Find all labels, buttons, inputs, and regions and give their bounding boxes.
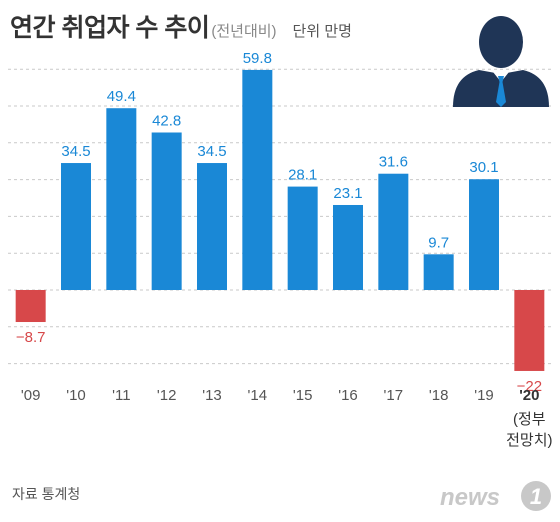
bar <box>197 163 227 290</box>
chart-header: 연간 취업자 수 추이 (전년대비) 단위 만명 <box>10 8 352 44</box>
bar <box>378 173 409 290</box>
tick-label: '10 <box>66 387 86 404</box>
bar <box>469 179 499 290</box>
bars <box>15 69 545 371</box>
bar <box>287 186 318 290</box>
data-label: 49.4 <box>107 88 136 105</box>
data-label: 34.5 <box>197 143 226 160</box>
data-label: 30.1 <box>469 159 498 176</box>
tick-label: '14 <box>248 387 268 404</box>
bar <box>423 254 454 290</box>
tick-label: '12 <box>157 387 177 404</box>
tick-label: '19 <box>474 387 494 404</box>
bar <box>333 204 363 290</box>
tick-label: '15 <box>293 387 313 404</box>
data-label: 31.6 <box>379 154 408 171</box>
chart-unit: 단위 만명 <box>292 23 352 40</box>
logo-text: news <box>440 484 500 511</box>
logo-mark: 1 <box>530 484 542 509</box>
tick-label: '17 <box>384 387 404 404</box>
data-label: 59.8 <box>243 50 272 67</box>
bar <box>61 163 91 290</box>
bar <box>151 132 182 290</box>
data-label: −22 <box>517 378 542 395</box>
data-label: 42.8 <box>152 112 181 129</box>
tick-label: '16 <box>338 387 358 404</box>
bar <box>514 290 545 371</box>
bar <box>15 290 46 323</box>
businessman-icon <box>453 16 549 107</box>
x-tick-labels: '09 '10 '11 '12 '13 '14 '15 '16 '17 '18 '19 '20 (정부전… <box>21 387 553 449</box>
data-label: 34.5 <box>61 143 90 160</box>
tick-label: '18 <box>429 387 449 404</box>
tick-note: (정부 <box>513 411 546 428</box>
tick-note: 전망치) <box>506 432 552 449</box>
grid-lines <box>8 68 552 365</box>
data-source: 자료 통계청 <box>12 486 81 502</box>
data-label: 28.1 <box>288 167 317 184</box>
data-label: 9.7 <box>428 234 449 251</box>
news1-logo: news 1 <box>440 481 551 511</box>
value-labels: −8.7 34.5 49.4 42.8 34.5 59.8 28.1 23.1 31.6 9.7 3… <box>16 50 542 395</box>
tick-label: '09 <box>21 387 41 404</box>
data-label: −8.7 <box>16 329 46 346</box>
tick-label: '11 <box>112 387 130 404</box>
data-label: 23.1 <box>333 185 362 202</box>
tick-label: '13 <box>202 387 222 404</box>
chart-subtitle: (전년대비) <box>211 23 277 40</box>
bar <box>242 69 273 290</box>
bar <box>106 108 137 290</box>
chart-title: 연간 취업자 수 추이 <box>10 14 210 42</box>
tick-label: '20 <box>519 387 539 404</box>
